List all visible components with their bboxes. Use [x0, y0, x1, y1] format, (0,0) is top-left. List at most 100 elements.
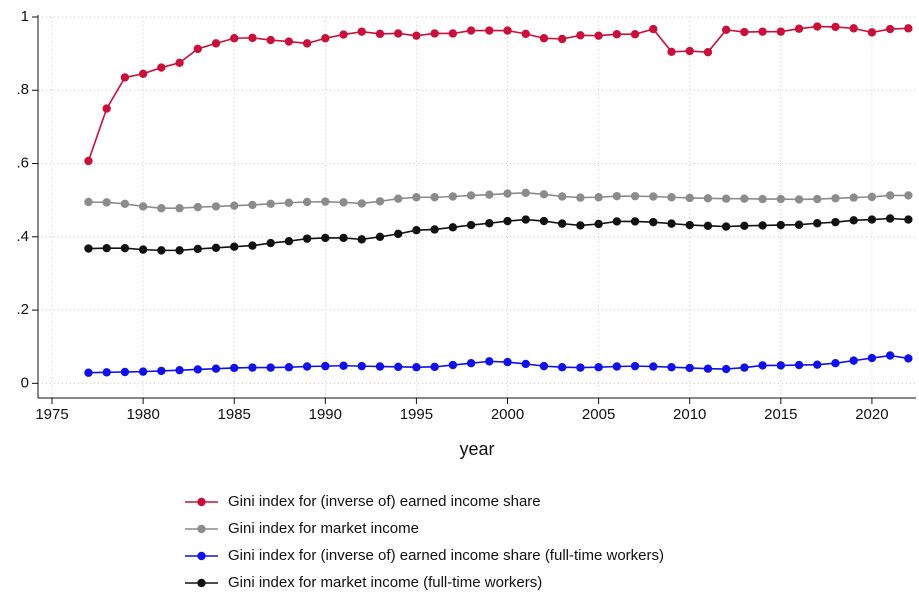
- point: [867, 192, 877, 202]
- point: [357, 235, 366, 244]
- point: [394, 362, 403, 372]
- point: [321, 233, 330, 243]
- point: [266, 35, 275, 45]
- point: [521, 359, 530, 369]
- y-tick-label: 1: [21, 8, 29, 25]
- point: [339, 233, 348, 243]
- point: [266, 238, 275, 248]
- point: [430, 362, 439, 372]
- point: [321, 361, 330, 371]
- legend-label: Gini index for market income (full-time …: [228, 574, 542, 591]
- point: [485, 26, 494, 35]
- point: [394, 29, 403, 38]
- point: [612, 217, 622, 226]
- x-tick-label: 1980: [126, 406, 159, 423]
- point: [703, 47, 713, 57]
- y-tick-label: .4: [16, 228, 29, 245]
- point: [576, 193, 585, 202]
- point: [321, 34, 330, 43]
- point: [302, 362, 312, 371]
- point: [211, 202, 221, 211]
- point: [721, 364, 731, 374]
- point: [831, 217, 840, 227]
- point: [357, 361, 366, 371]
- point: [521, 215, 530, 224]
- point: [885, 24, 895, 34]
- legend-marker: [197, 578, 206, 588]
- point: [157, 204, 166, 213]
- point: [576, 31, 585, 40]
- point: [630, 191, 640, 201]
- point: [685, 46, 694, 56]
- x-tick-label: 2015: [764, 406, 797, 423]
- point: [485, 190, 494, 199]
- point: [831, 194, 840, 203]
- point: [394, 194, 403, 203]
- point: [904, 24, 913, 33]
- point: [120, 367, 130, 377]
- point: [539, 34, 549, 43]
- point: [102, 368, 111, 377]
- point: [157, 366, 166, 376]
- point: [740, 27, 749, 37]
- point: [630, 217, 640, 226]
- point: [448, 223, 458, 232]
- point: [776, 27, 786, 36]
- point: [813, 360, 822, 369]
- point: [740, 363, 749, 372]
- point: [721, 222, 731, 231]
- point: [594, 363, 603, 372]
- point: [740, 194, 749, 203]
- x-tick-label: 2010: [673, 406, 706, 423]
- point: [102, 198, 111, 207]
- x-tick-label: 1985: [218, 406, 251, 423]
- point: [175, 58, 184, 67]
- point: [557, 192, 567, 201]
- point: [794, 220, 804, 229]
- point: [375, 197, 385, 206]
- point: [685, 363, 694, 373]
- point: [685, 220, 694, 230]
- y-tick-label: .6: [16, 155, 29, 172]
- point: [630, 30, 640, 39]
- point: [557, 34, 567, 44]
- point: [813, 22, 822, 31]
- legend-marker: [197, 497, 206, 507]
- point: [849, 216, 858, 225]
- point: [667, 219, 676, 228]
- point: [339, 361, 348, 370]
- point: [740, 221, 749, 231]
- point: [175, 246, 184, 255]
- point: [594, 31, 603, 40]
- point: [211, 39, 221, 48]
- point: [849, 356, 858, 365]
- point: [157, 63, 166, 72]
- point: [539, 216, 549, 226]
- point: [667, 193, 676, 202]
- point: [193, 44, 202, 54]
- legend-marker: [197, 551, 206, 561]
- point: [831, 22, 840, 32]
- point: [138, 202, 148, 211]
- point: [813, 219, 822, 228]
- point: [503, 26, 512, 35]
- point: [102, 104, 111, 113]
- point: [430, 225, 439, 234]
- point: [375, 232, 385, 242]
- point: [138, 245, 148, 254]
- point: [849, 193, 858, 202]
- point: [175, 365, 184, 375]
- x-axis-label: year: [459, 439, 494, 459]
- point: [867, 215, 877, 224]
- point: [539, 361, 549, 371]
- point: [230, 201, 239, 210]
- point: [521, 29, 530, 39]
- point: [612, 362, 622, 371]
- point: [667, 47, 676, 57]
- point: [339, 30, 348, 39]
- point: [485, 357, 494, 366]
- y-tick-label: .2: [16, 301, 29, 318]
- point: [721, 194, 731, 203]
- point: [284, 37, 294, 46]
